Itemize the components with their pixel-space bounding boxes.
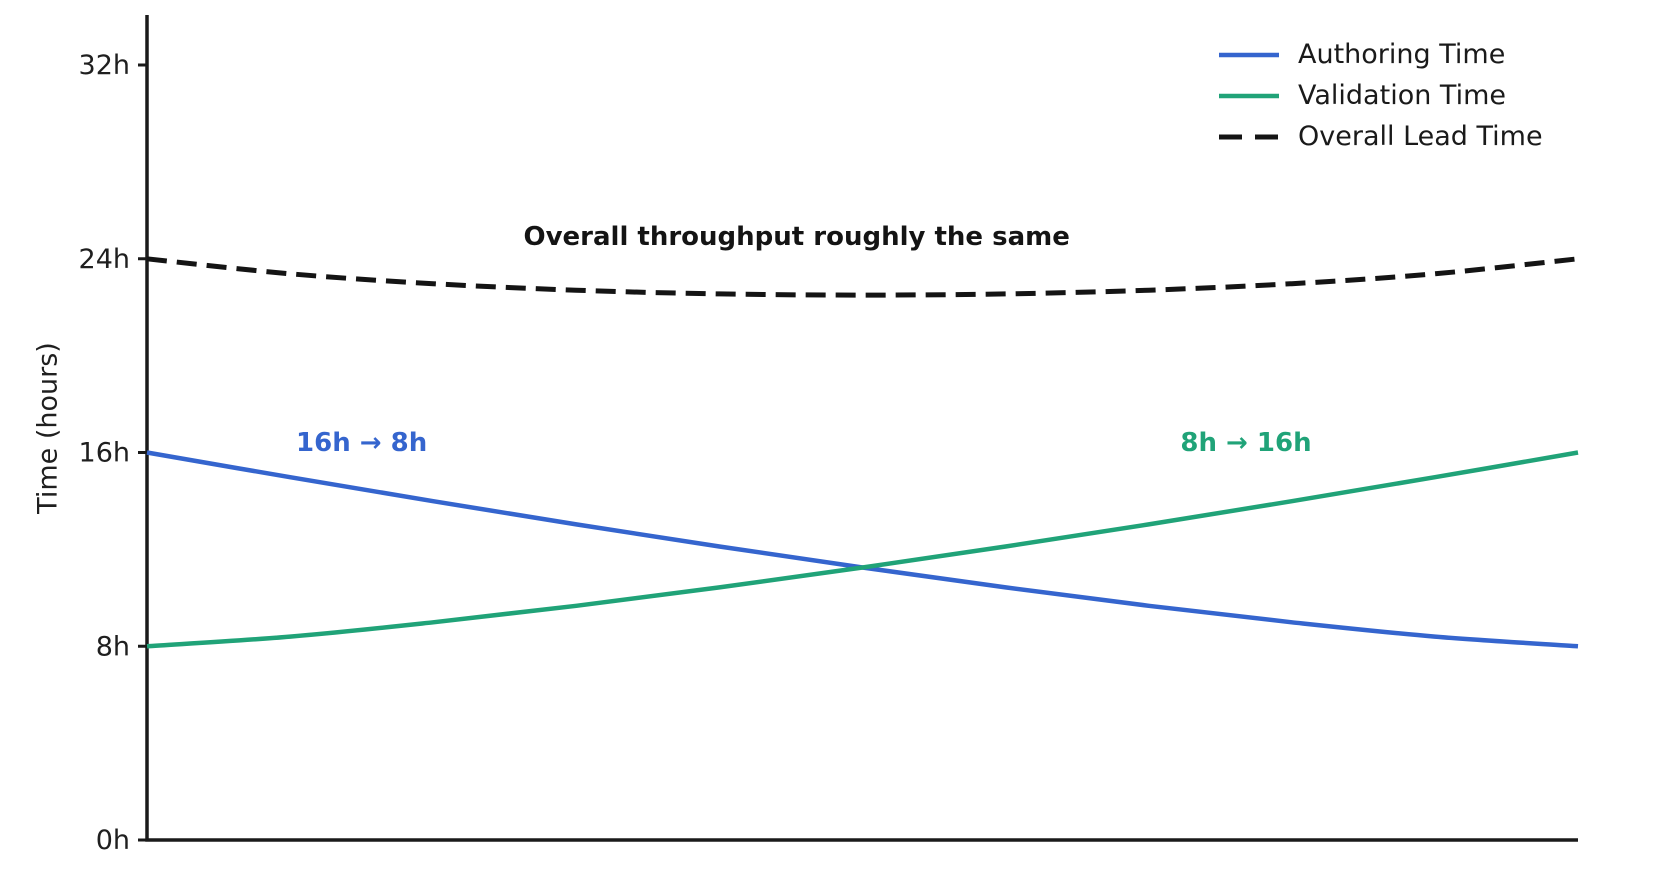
y-tick-label: 24h [79,244,130,275]
legend: Authoring Time Validation Time Overall L… [1218,34,1543,157]
legend-item-overall-lead-time: Overall Lead Time [1218,116,1543,157]
solid-line-blue-icon [1219,52,1279,57]
annotation-authoring-change: 16h → 8h [296,427,428,458]
annotation-overall-throughput: Overall throughput roughly the same [523,221,1070,252]
y-tick-label: 32h [79,50,130,81]
series-line-validation-time [146,450,1579,649]
series-line-authoring-time [146,450,1579,649]
series-line-overall-lead-time [146,256,1579,298]
axes-group: 0h 8h 16h 24h 32h [79,15,1578,856]
y-tick-label: 8h [96,631,130,662]
series-group [146,256,1579,649]
dashed-line-icon [1219,134,1279,139]
annotation-validation-change: 8h → 16h [1180,427,1312,458]
solid-line-green-icon [1219,93,1279,98]
legend-label-validation-time: Validation Time [1298,80,1506,111]
y-axis-title: Time (hours) [32,342,64,514]
legend-item-validation-time: Validation Time [1218,75,1543,116]
legend-label-overall-lead-time: Overall Lead Time [1298,121,1543,152]
y-tick-label: 0h [96,825,130,856]
legend-item-authoring-time: Authoring Time [1218,34,1543,75]
legend-label-authoring-time: Authoring Time [1298,39,1506,70]
y-tick-label: 16h [79,438,130,469]
